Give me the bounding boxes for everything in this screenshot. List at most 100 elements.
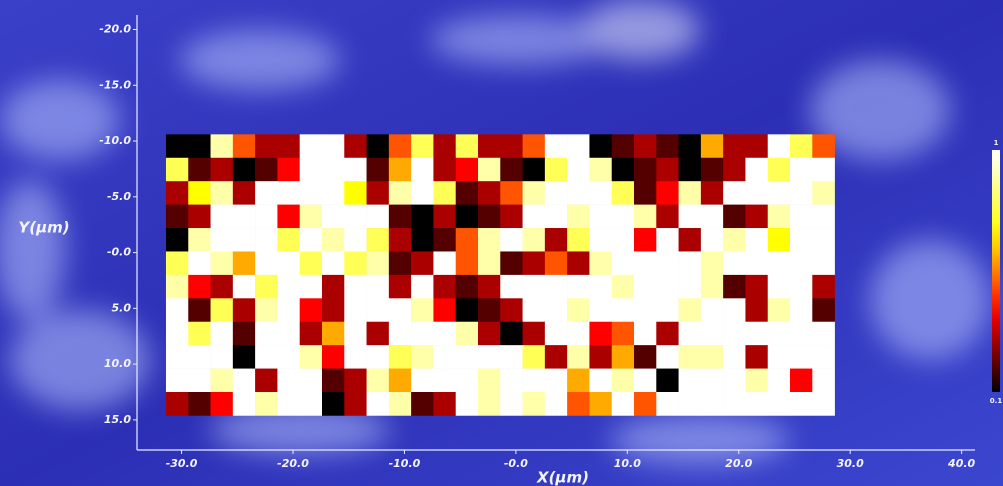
heatmap-cell: [166, 345, 189, 369]
heatmap-cell: [344, 205, 367, 229]
heatmap-cell: [523, 205, 546, 229]
heatmap-cell: [589, 369, 612, 393]
heatmap-cell: [567, 134, 590, 158]
heatmap-cell: [456, 251, 479, 275]
heatmap-cell: [433, 134, 456, 158]
heatmap-cell: [701, 392, 724, 416]
heatmap-cell: [701, 228, 724, 252]
heatmap-cell: [344, 345, 367, 369]
heatmap-cell: [656, 205, 679, 229]
heatmap-cell: [211, 158, 234, 182]
y-tick-label: -20.0: [99, 23, 131, 36]
heatmap-cell: [500, 275, 523, 299]
heatmap-cell: [812, 134, 835, 158]
heatmap-cell: [634, 322, 657, 346]
heatmap-cell: [433, 275, 456, 299]
heatmap-cell: [411, 275, 434, 299]
x-tick-label: -10.0: [389, 457, 421, 470]
heatmap-cell: [322, 205, 345, 229]
x-tick-label: -0.0: [504, 457, 528, 470]
heatmap-cell: [255, 322, 278, 346]
page: body { margin: 0; width: 1003px; height:…: [0, 0, 1003, 486]
heatmap-cell: [277, 228, 300, 252]
heatmap-cell: [523, 251, 546, 275]
heatmap-cell: [233, 158, 256, 182]
heatmap-cell: [545, 322, 568, 346]
heatmap-cell: [812, 345, 835, 369]
heatmap-cell: [768, 158, 791, 182]
heatmap-cell: [188, 275, 211, 299]
heatmap-cell: [500, 158, 523, 182]
heatmap-cell: [701, 369, 724, 393]
heatmap-cell: [500, 251, 523, 275]
heatmap-cell: [411, 298, 434, 322]
heatmap-cell: [545, 275, 568, 299]
heatmap-cell: [723, 275, 746, 299]
heatmap-cell: [812, 228, 835, 252]
heatmap-cell: [545, 158, 568, 182]
heatmap-cell: [277, 275, 300, 299]
heatmap-cell: [277, 205, 300, 229]
heatmap-cell: [679, 322, 702, 346]
heatmap-cell: [723, 158, 746, 182]
y-tick-label: -15.0: [99, 78, 131, 91]
heatmap-cell: [812, 181, 835, 205]
heatmap-cell: [411, 205, 434, 229]
heatmap-cell: [411, 345, 434, 369]
heatmap-cell: [701, 275, 724, 299]
chart: X(µm) Y(µm) -30.0-20.0-10.0-0.010.020.03…: [0, 0, 1003, 486]
heatmap-cell: [701, 134, 724, 158]
heatmap-cell: [589, 181, 612, 205]
heatmap-cell: [500, 369, 523, 393]
heatmap-cell: [456, 369, 479, 393]
heatmap-cell: [612, 228, 635, 252]
heatmap-cell: [300, 345, 323, 369]
heatmap-cell: [277, 181, 300, 205]
heatmap-cell: [211, 322, 234, 346]
heatmap-cell: [233, 298, 256, 322]
heatmap-cell: [322, 158, 345, 182]
heatmap-cell: [567, 158, 590, 182]
heatmap-cell: [344, 298, 367, 322]
heatmap-cell: [768, 275, 791, 299]
heatmap-cell: [211, 345, 234, 369]
heatmap-cell: [768, 251, 791, 275]
heatmap-cell: [768, 392, 791, 416]
heatmap-cell: [322, 345, 345, 369]
heatmap-cell: [433, 251, 456, 275]
heatmap-cell: [411, 158, 434, 182]
heatmap-cell: [634, 345, 657, 369]
heatmap-cell: [478, 134, 501, 158]
heatmap-cell: [233, 392, 256, 416]
heatmap-cell: [255, 158, 278, 182]
heatmap-cell: [367, 275, 390, 299]
heatmap-cell: [411, 181, 434, 205]
heatmap-cell: [433, 181, 456, 205]
heatmap-cell: [300, 181, 323, 205]
heatmap-cell: [300, 228, 323, 252]
heatmap-cell: [679, 251, 702, 275]
heatmap-cell: [166, 158, 189, 182]
heatmap-cell: [656, 158, 679, 182]
heatmap-cell: [367, 228, 390, 252]
heatmap-cell: [589, 392, 612, 416]
heatmap-cell: [589, 275, 612, 299]
heatmap-cell: [389, 298, 412, 322]
heatmap-cell: [478, 181, 501, 205]
heatmap-cell: [277, 392, 300, 416]
x-axis-title: X(µm): [536, 469, 589, 486]
heatmap-cell: [790, 205, 813, 229]
heatmap-cell: [277, 369, 300, 393]
heatmap-cell: [211, 275, 234, 299]
heatmap-cell: [790, 345, 813, 369]
heatmap-cell: [768, 298, 791, 322]
heatmap-cell: [478, 369, 501, 393]
heatmap-cell: [411, 228, 434, 252]
heatmap-cell: [389, 392, 412, 416]
heatmap-cell: [411, 322, 434, 346]
heatmap-cell: [500, 181, 523, 205]
y-tick-label: -10.0: [99, 134, 131, 147]
heatmap-cell: [567, 298, 590, 322]
heatmap-cell: [656, 181, 679, 205]
heatmap-cell: [723, 298, 746, 322]
